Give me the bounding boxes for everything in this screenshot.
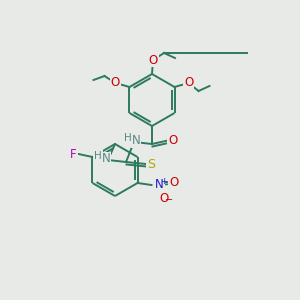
Text: O: O xyxy=(168,134,178,146)
Text: F: F xyxy=(70,148,77,160)
Text: N: N xyxy=(132,134,140,148)
Text: S: S xyxy=(147,158,155,170)
Text: +: + xyxy=(160,176,167,185)
Text: O: O xyxy=(148,53,158,67)
Text: O: O xyxy=(169,176,178,188)
Text: O: O xyxy=(184,76,193,89)
Text: −: − xyxy=(166,195,174,205)
Text: H: H xyxy=(94,151,102,161)
Text: N: N xyxy=(155,178,164,191)
Text: N: N xyxy=(102,152,110,166)
Text: H: H xyxy=(124,133,132,143)
Text: O: O xyxy=(159,191,168,205)
Text: O: O xyxy=(111,76,120,89)
